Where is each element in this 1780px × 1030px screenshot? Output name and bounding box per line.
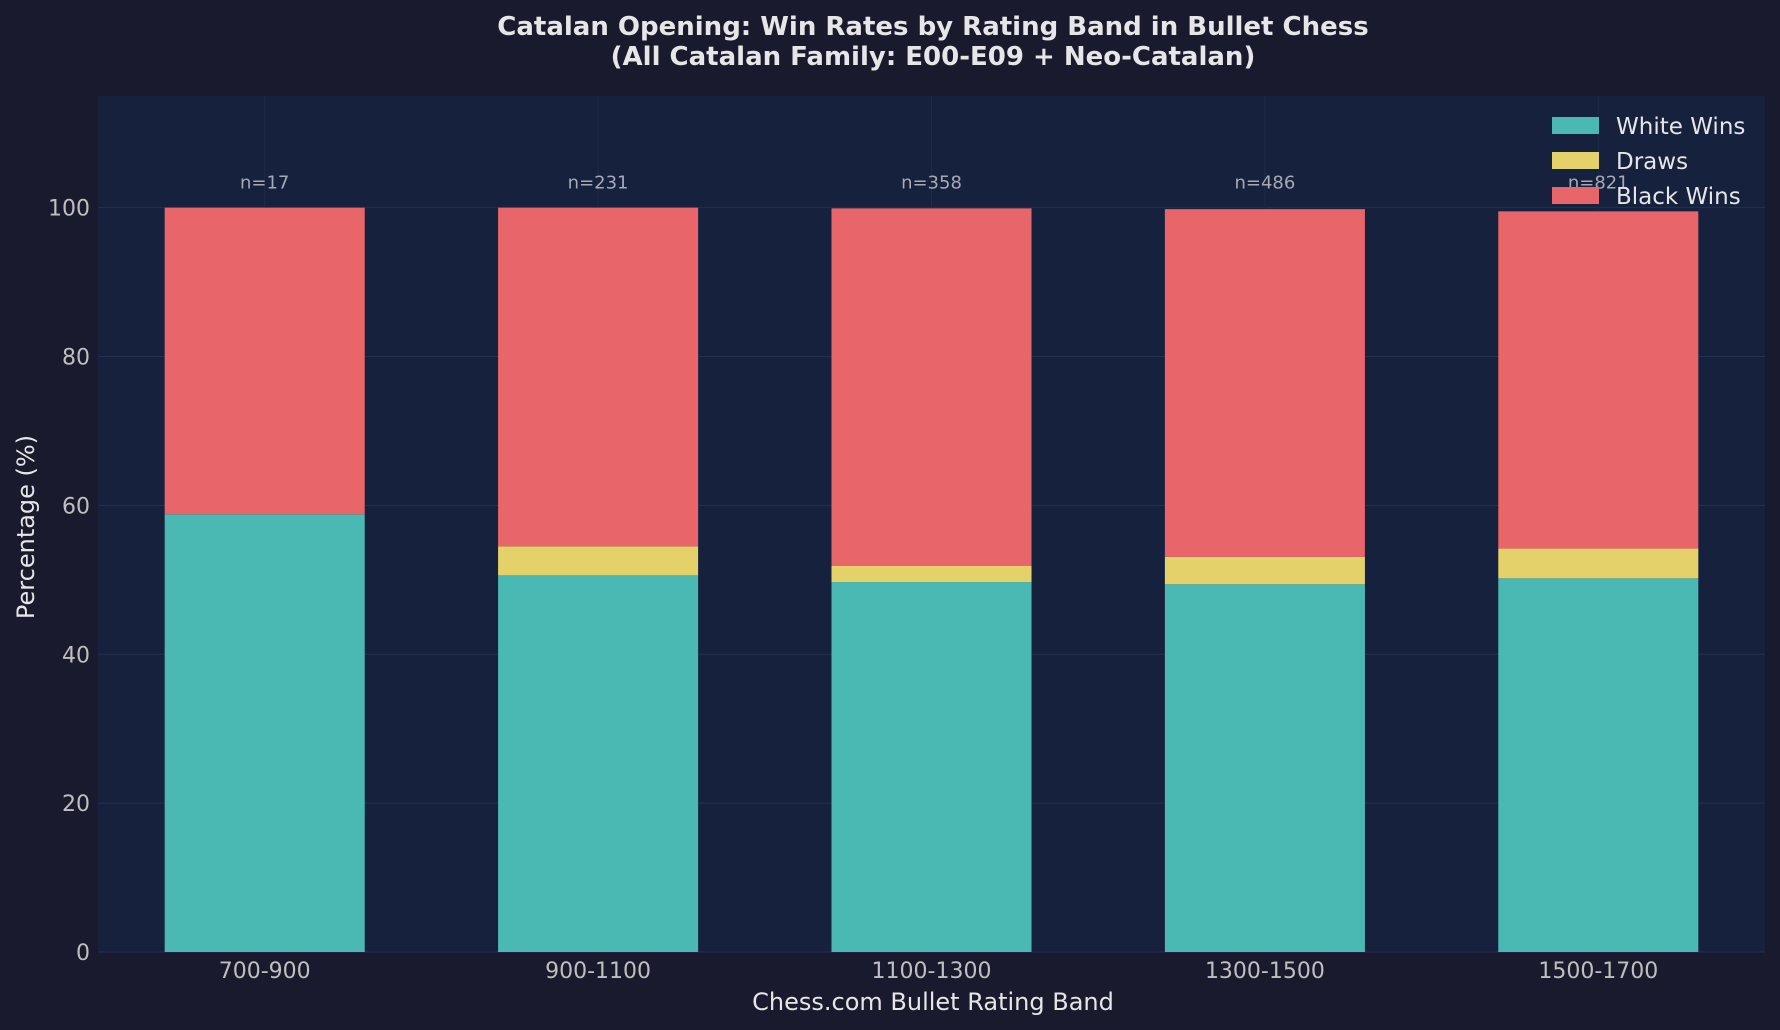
x-tick-label: 1100-1300 xyxy=(872,959,992,984)
legend-swatch-white-wins xyxy=(1552,117,1599,134)
legend-swatch-black-wins xyxy=(1552,187,1599,204)
x-tick-label: 700-900 xyxy=(219,959,311,984)
y-tick-label: 0 xyxy=(76,941,90,966)
bar-black-wins xyxy=(831,208,1032,566)
y-tick-label: 20 xyxy=(62,792,90,817)
y-tick-label: 80 xyxy=(62,346,90,371)
bar-draws xyxy=(1164,556,1365,585)
sample-size-label: n=486 xyxy=(1234,173,1295,194)
legend: White Wins Draws Black Wins xyxy=(1552,114,1745,210)
x-tick-label: 900-1100 xyxy=(545,959,651,984)
sample-size-label: n=231 xyxy=(568,173,629,194)
x-axis-label: Chess.com Bullet Rating Band xyxy=(752,988,1114,1016)
sample-size-label: n=17 xyxy=(240,173,289,194)
legend-label-draws: Draws xyxy=(1616,149,1688,175)
y-tick-label: 40 xyxy=(62,643,90,668)
bar-draws xyxy=(498,546,699,576)
chart-title-line-1: Catalan Opening: Win Rates by Rating Ban… xyxy=(497,12,1368,42)
bar-draws xyxy=(1498,548,1699,579)
bar-black-wins xyxy=(1498,211,1699,549)
chart-title-line-2: (All Catalan Family: E00-E09 + Neo-Catal… xyxy=(611,42,1256,72)
bar-black-wins xyxy=(1164,209,1365,557)
y-tick-label: 60 xyxy=(62,494,90,519)
y-axis-label: Percentage (%) xyxy=(12,435,40,619)
legend-label-black-wins: Black Wins xyxy=(1616,184,1741,210)
legend-swatch-draws xyxy=(1552,152,1599,169)
legend-label-white-wins: White Wins xyxy=(1616,114,1745,140)
bar-draws xyxy=(831,565,1032,583)
x-tick-label: 1500-1700 xyxy=(1538,959,1658,984)
bar-black-wins xyxy=(164,207,365,515)
bar-white-wins xyxy=(1498,578,1699,952)
sample-size-label: n=358 xyxy=(901,173,962,194)
bar-white-wins xyxy=(498,575,699,952)
bar-white-wins xyxy=(831,582,1032,952)
bar-white-wins xyxy=(1164,584,1365,952)
bar-white-wins xyxy=(164,514,365,952)
bars: n=17 n=231 n=358 n=486 n=821 xyxy=(164,173,1699,952)
x-tick-label: 1300-1500 xyxy=(1205,959,1325,984)
bar-black-wins xyxy=(498,207,699,547)
axis-ticks: 0 20 40 60 80 100 700-900 900-1100 1100-1300 1300… xyxy=(48,197,1658,984)
y-tick-label: 100 xyxy=(48,197,90,222)
